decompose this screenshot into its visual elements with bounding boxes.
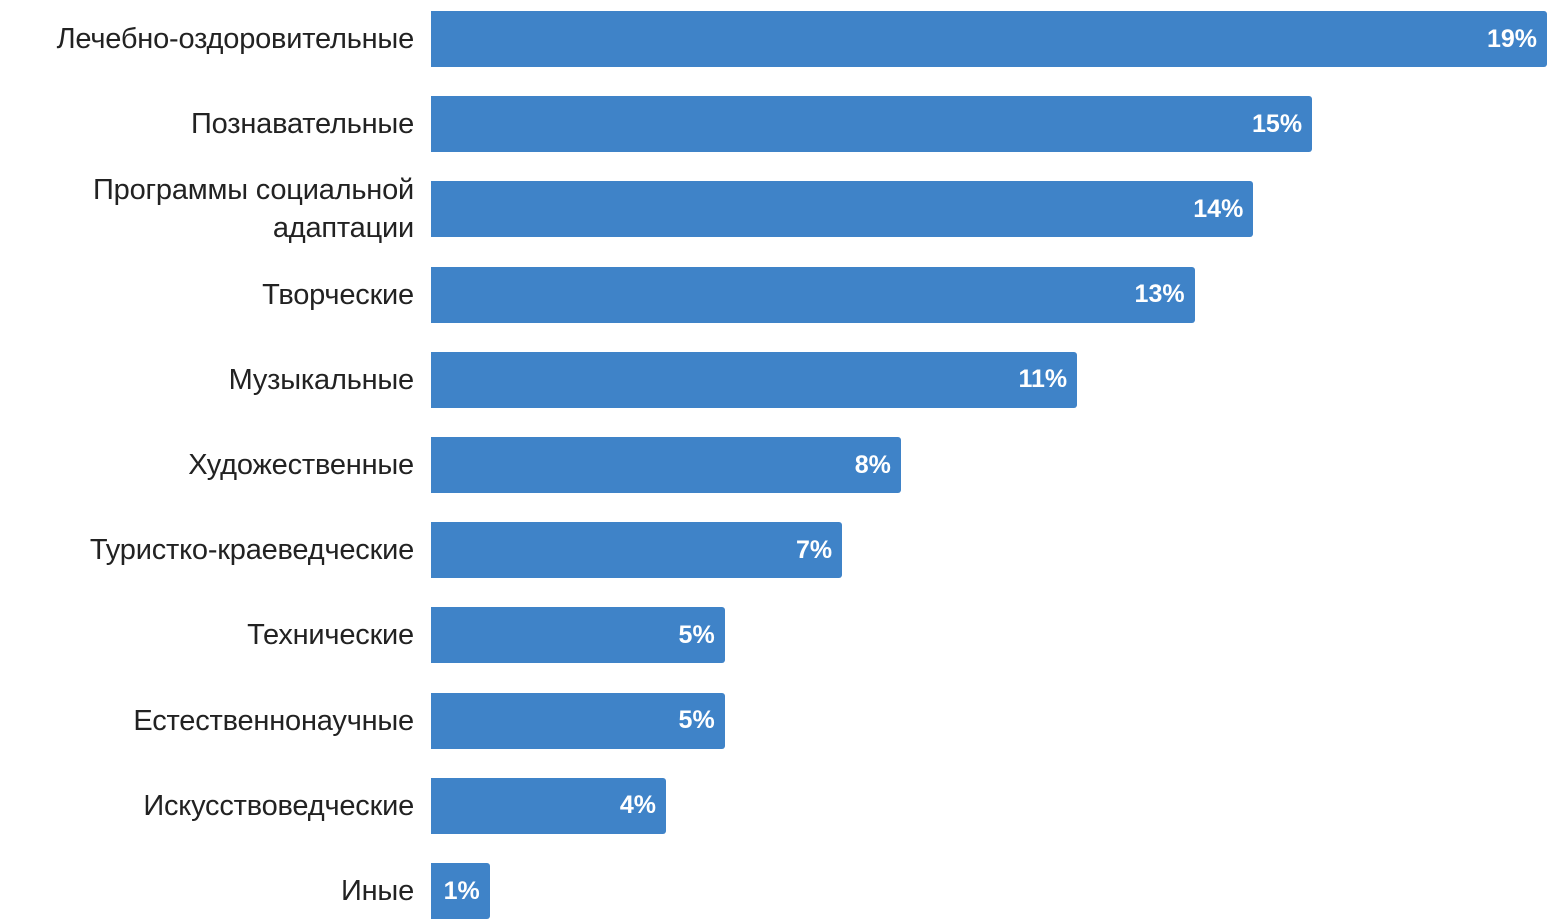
bar	[431, 863, 490, 919]
value-label: 19%	[1486, 24, 1537, 53]
value-label: 1%	[443, 876, 480, 905]
category-label: Иные	[340, 875, 414, 907]
category-label: Музыкальные	[228, 363, 415, 396]
category-label: Познавательные	[191, 108, 414, 141]
bar-row: Технические 5%	[0, 607, 1547, 664]
bar-row: Музыкальные 11%	[0, 351, 1547, 408]
bar-row: Искусствоведческие 4%	[0, 777, 1547, 834]
value-label: 15%	[1252, 109, 1303, 138]
category-label: Технические	[247, 619, 414, 652]
value-label: 14%	[1193, 194, 1244, 223]
category-label: Туристко-краеведческие	[89, 534, 414, 567]
value-label: 8%	[854, 450, 891, 479]
bar-row: Программы социальной адаптации 14%	[0, 174, 1547, 245]
category-label: Естественнонаучные	[133, 704, 414, 737]
value-label: 7%	[796, 535, 833, 564]
bar	[431, 96, 1313, 153]
value-label: 13%	[1134, 280, 1185, 309]
category-label: Творческие	[262, 278, 414, 311]
category-label: Лечебно-оздоровительные	[56, 23, 415, 55]
bar-row: Познавательные 15%	[0, 96, 1547, 153]
bar-row: Естественнонаучные 5%	[0, 692, 1547, 749]
value-label: 5%	[678, 706, 715, 735]
bar	[431, 437, 901, 493]
bar	[431, 777, 666, 834]
category-label: Художественные	[188, 449, 414, 481]
category-label: Программы социальной адаптации	[93, 174, 414, 245]
bar-row: Творческие 13%	[0, 266, 1547, 323]
bar	[431, 607, 725, 664]
value-label: 4%	[619, 791, 656, 820]
category-label: Искусствоведческие	[143, 789, 414, 822]
value-label: 5%	[678, 620, 715, 649]
bar-row: Туристко-краеведческие 7%	[0, 522, 1547, 579]
bar	[431, 692, 725, 749]
bar	[431, 351, 1078, 408]
value-label: 11%	[1018, 365, 1068, 394]
bar	[431, 11, 1547, 67]
bar-row: Иные 1%	[0, 863, 1547, 919]
bar-row: Лечебно-оздоровительные 19%	[0, 11, 1547, 67]
bar-row: Художественные 8%	[0, 437, 1547, 493]
bar	[431, 181, 1254, 238]
bar	[431, 266, 1195, 323]
bar	[431, 522, 843, 579]
